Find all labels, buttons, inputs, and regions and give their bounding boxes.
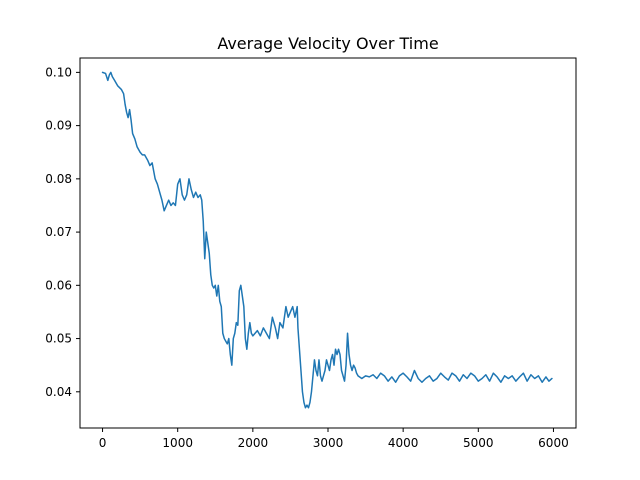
x-tick-label: 5000 <box>463 436 494 450</box>
y-tick-label: 0.05 <box>45 332 72 346</box>
x-tick-label: 1000 <box>162 436 193 450</box>
y-tick-label: 0.10 <box>45 65 72 79</box>
x-axis: 0 1000 2000 3000 4000 5000 6000 <box>99 428 569 450</box>
y-tick-label: 0.07 <box>45 225 72 239</box>
y-tick-label: 0.08 <box>45 172 72 186</box>
x-tick-label: 6000 <box>538 436 569 450</box>
y-tick-label: 0.04 <box>45 385 72 399</box>
y-tick-label: 0.09 <box>45 119 72 133</box>
plot-area-frame <box>79 57 577 429</box>
y-axis: 0.04 0.05 0.06 0.07 0.08 0.09 0.10 <box>45 65 80 399</box>
series-line <box>101 71 553 409</box>
x-tick-label: 4000 <box>388 436 419 450</box>
x-tick-label: 2000 <box>238 436 269 450</box>
y-tick-label: 0.06 <box>45 278 72 292</box>
x-tick-label: 3000 <box>313 436 344 450</box>
chart-title: Average Velocity Over Time <box>217 34 438 53</box>
x-tick-label: 0 <box>99 436 107 450</box>
